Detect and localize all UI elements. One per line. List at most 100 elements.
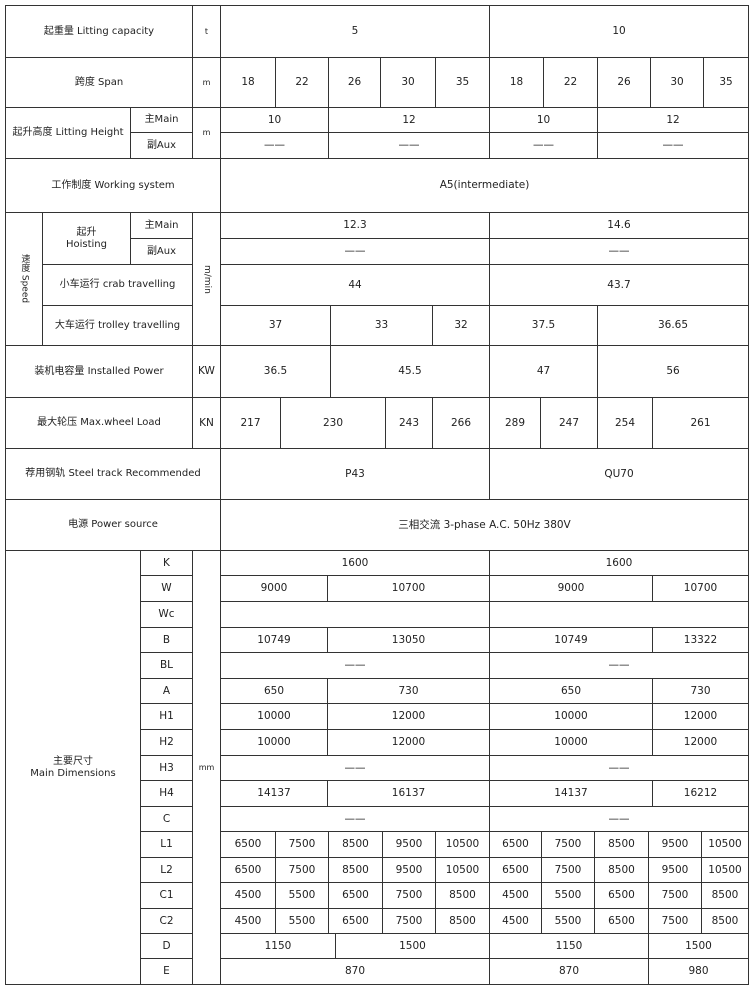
value: 9000 — [220, 575, 328, 602]
value: —— — [489, 238, 749, 265]
value: 45.5 — [330, 345, 490, 398]
value: P43 — [220, 448, 490, 500]
value: 10500 — [435, 831, 490, 858]
unit: mm — [192, 550, 221, 985]
value: 22 — [275, 57, 329, 108]
value: 6500 — [220, 831, 276, 858]
dimension-symbol: H4 — [140, 780, 193, 807]
dimension-symbol: C1 — [140, 882, 193, 909]
value: 37.5 — [489, 305, 598, 346]
value: A5(intermediate) — [220, 158, 749, 213]
sub-label: 副Aux — [130, 238, 193, 265]
sub-label: 主Main — [130, 107, 193, 133]
value: 8500 — [594, 831, 649, 858]
value: 6500 — [328, 908, 383, 934]
value: 4500 — [489, 882, 542, 909]
sub-label: 小车运行 crab travelling — [42, 264, 193, 306]
row-label: 起重量 Litting capacity — [5, 5, 193, 58]
value: —— — [489, 755, 749, 781]
value: 10749 — [489, 627, 653, 653]
value: 44 — [220, 264, 490, 306]
dimension-symbol: H2 — [140, 729, 193, 756]
value: 7500 — [648, 882, 702, 909]
value: 8500 — [328, 831, 383, 858]
value: —— — [220, 755, 490, 781]
value: 36.65 — [597, 305, 749, 346]
value: 1150 — [489, 933, 649, 959]
value: 5500 — [541, 882, 595, 909]
value: 8500 — [435, 908, 490, 934]
value: 9500 — [382, 857, 436, 883]
value: 247 — [540, 397, 598, 449]
value: 13322 — [652, 627, 749, 653]
sub-label: 起升 Hoisting — [42, 212, 131, 265]
value — [489, 601, 749, 628]
value: 16212 — [652, 780, 749, 807]
value: 10000 — [220, 729, 328, 756]
unit: m — [192, 107, 221, 159]
value: 1600 — [489, 550, 749, 576]
dimension-symbol: D — [140, 933, 193, 959]
unit: m/min — [192, 212, 221, 346]
value: —— — [489, 652, 749, 679]
sub-label: 主Main — [130, 212, 193, 239]
value — [220, 601, 490, 628]
dimension-symbol: Wc — [140, 601, 193, 628]
value: —— — [220, 806, 490, 832]
value: 33 — [330, 305, 433, 346]
value: 1600 — [220, 550, 490, 576]
row-label: 起升高度 Litting Height — [5, 107, 131, 159]
value: 730 — [327, 678, 490, 704]
value: —— — [220, 238, 490, 265]
value: 10500 — [701, 857, 749, 883]
value: 4500 — [220, 908, 276, 934]
value: 7500 — [275, 831, 329, 858]
value: 6500 — [489, 831, 542, 858]
value: 12000 — [652, 729, 749, 756]
value: 26 — [328, 57, 381, 108]
value: 10500 — [435, 857, 490, 883]
value: 18 — [489, 57, 544, 108]
dimension-symbol: K — [140, 550, 193, 576]
sub-label: 大车运行 trolley travelling — [42, 305, 193, 346]
value: 9500 — [382, 831, 436, 858]
value: 5 — [220, 5, 490, 58]
value: 4500 — [220, 882, 276, 909]
value: 36.5 — [220, 345, 331, 398]
value: 6500 — [220, 857, 276, 883]
value: —— — [489, 132, 598, 159]
value: 6500 — [594, 882, 649, 909]
unit: t — [192, 5, 221, 58]
value: 8500 — [594, 857, 649, 883]
dimension-symbol: H3 — [140, 755, 193, 781]
dimension-symbol: W — [140, 575, 193, 602]
row-label: 工作制度 Working system — [5, 158, 221, 213]
value: 43.7 — [489, 264, 749, 306]
value: 12.3 — [220, 212, 490, 239]
value: 7500 — [541, 831, 595, 858]
value: 6500 — [594, 908, 649, 934]
dimension-symbol: L2 — [140, 857, 193, 883]
value: 18 — [220, 57, 276, 108]
value: 7500 — [541, 857, 595, 883]
value: 9500 — [648, 857, 702, 883]
row-label: 电源 Power source — [5, 499, 221, 551]
dimension-symbol: A — [140, 678, 193, 704]
value: 7500 — [648, 908, 702, 934]
value: 217 — [220, 397, 281, 449]
value: 5500 — [275, 908, 329, 934]
value: 266 — [432, 397, 490, 449]
value: 10000 — [489, 703, 653, 730]
value: —— — [328, 132, 490, 159]
value: 14137 — [489, 780, 653, 807]
value: 8500 — [435, 882, 490, 909]
dimension-symbol: H1 — [140, 703, 193, 730]
value: 8500 — [328, 857, 383, 883]
row-label: 装机电容量 Installed Power — [5, 345, 193, 398]
value: 5500 — [541, 908, 595, 934]
row-label: 跨度 Span — [5, 57, 193, 108]
row-label: 速度 Speed — [5, 212, 43, 346]
value: 9500 — [648, 831, 702, 858]
value: 12 — [597, 107, 749, 133]
